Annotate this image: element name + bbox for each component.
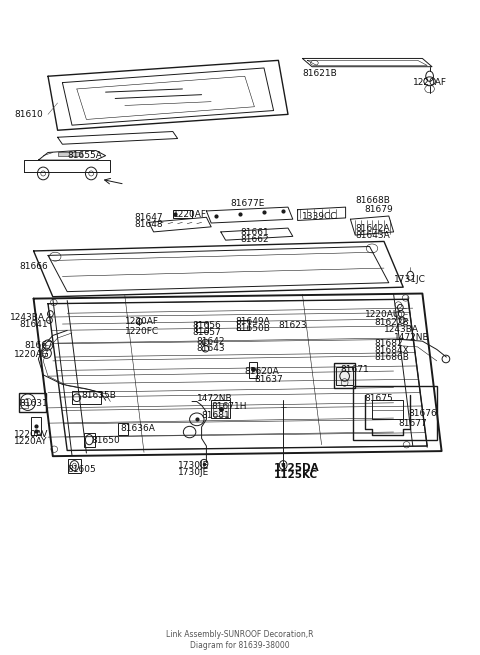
Bar <box>84 433 95 447</box>
Text: 81643A: 81643A <box>355 231 390 240</box>
Bar <box>211 400 230 418</box>
Text: 1472NB: 1472NB <box>197 394 232 403</box>
Text: 81657: 81657 <box>192 328 221 337</box>
Bar <box>72 392 101 404</box>
Text: 81679: 81679 <box>365 205 394 214</box>
Text: 81648: 81648 <box>134 220 163 229</box>
Text: 1339CC: 1339CC <box>302 212 338 221</box>
Text: 1730JE: 1730JE <box>178 468 209 477</box>
Text: 81675: 81675 <box>365 394 394 403</box>
Bar <box>213 403 228 415</box>
Text: 1472NB: 1472NB <box>394 333 429 342</box>
Text: 81631: 81631 <box>19 399 48 408</box>
Text: 81622B: 81622B <box>374 318 409 327</box>
Text: 81623: 81623 <box>278 321 307 330</box>
Text: 81656: 81656 <box>192 321 221 330</box>
Bar <box>58 152 82 157</box>
Bar <box>372 400 403 419</box>
Text: 1730JE: 1730JE <box>178 460 209 470</box>
Text: 1220AF: 1220AF <box>413 78 447 87</box>
Text: 1125DA: 1125DA <box>274 462 319 473</box>
Text: 81642: 81642 <box>197 337 225 346</box>
Text: 81642A: 81642A <box>355 224 390 233</box>
Bar <box>336 367 353 385</box>
Text: 81677: 81677 <box>398 419 427 428</box>
Bar <box>68 458 81 473</box>
Text: 81684X: 81684X <box>374 346 409 354</box>
Text: 1220FC: 1220FC <box>125 327 159 336</box>
Text: Link Assembly-SUNROOF Decoration,R
Diagram for 81639-38000: Link Assembly-SUNROOF Decoration,R Diagr… <box>166 630 314 650</box>
Text: 1220AV: 1220AV <box>14 430 49 439</box>
Text: 1243BA: 1243BA <box>384 326 419 334</box>
Text: 81662: 81662 <box>240 235 269 244</box>
Text: 81641: 81641 <box>19 320 48 329</box>
Text: 81621B: 81621B <box>302 69 337 77</box>
Text: 81650: 81650 <box>91 436 120 445</box>
Bar <box>19 392 46 412</box>
Text: 81647: 81647 <box>134 213 163 222</box>
Text: 81667: 81667 <box>24 341 53 350</box>
Text: 81661: 81661 <box>240 228 269 237</box>
Text: 81677E: 81677E <box>230 199 265 208</box>
Bar <box>173 210 192 218</box>
Text: 81668B: 81668B <box>355 196 390 204</box>
Text: 81620A: 81620A <box>245 367 279 376</box>
Bar <box>196 322 208 331</box>
Text: 1731JC: 1731JC <box>394 275 425 284</box>
Bar <box>353 386 437 440</box>
Text: 81671H: 81671H <box>211 402 247 411</box>
Text: 1220AG: 1220AG <box>14 350 50 359</box>
Text: 81637: 81637 <box>254 375 283 384</box>
Text: 81605: 81605 <box>67 465 96 474</box>
Text: 81676: 81676 <box>408 409 437 418</box>
Text: 81666: 81666 <box>19 263 48 271</box>
Bar <box>118 422 128 435</box>
Text: 1220AF: 1220AF <box>125 317 159 326</box>
Text: 81650B: 81650B <box>235 324 270 333</box>
Text: 81681: 81681 <box>202 411 230 420</box>
Text: 81610: 81610 <box>14 110 43 119</box>
Text: 1243BA: 1243BA <box>10 313 45 322</box>
Text: 81635B: 81635B <box>82 391 117 400</box>
Text: 1220AF: 1220AF <box>173 210 207 219</box>
Text: 1220AY: 1220AY <box>14 437 48 446</box>
Text: 81649A: 81649A <box>235 317 270 326</box>
Text: 1220AU: 1220AU <box>365 310 400 319</box>
Text: 81643: 81643 <box>197 345 226 353</box>
Text: 1125KC: 1125KC <box>274 470 318 480</box>
Bar <box>334 364 355 388</box>
Bar <box>249 362 257 378</box>
Bar <box>31 417 41 434</box>
Text: 81682: 81682 <box>374 339 403 348</box>
Text: 81655A: 81655A <box>67 151 102 160</box>
Bar <box>237 320 249 329</box>
Bar <box>19 402 28 408</box>
Text: 81636A: 81636A <box>120 424 155 433</box>
Text: 81671: 81671 <box>341 365 370 374</box>
Text: 81686B: 81686B <box>374 352 409 362</box>
